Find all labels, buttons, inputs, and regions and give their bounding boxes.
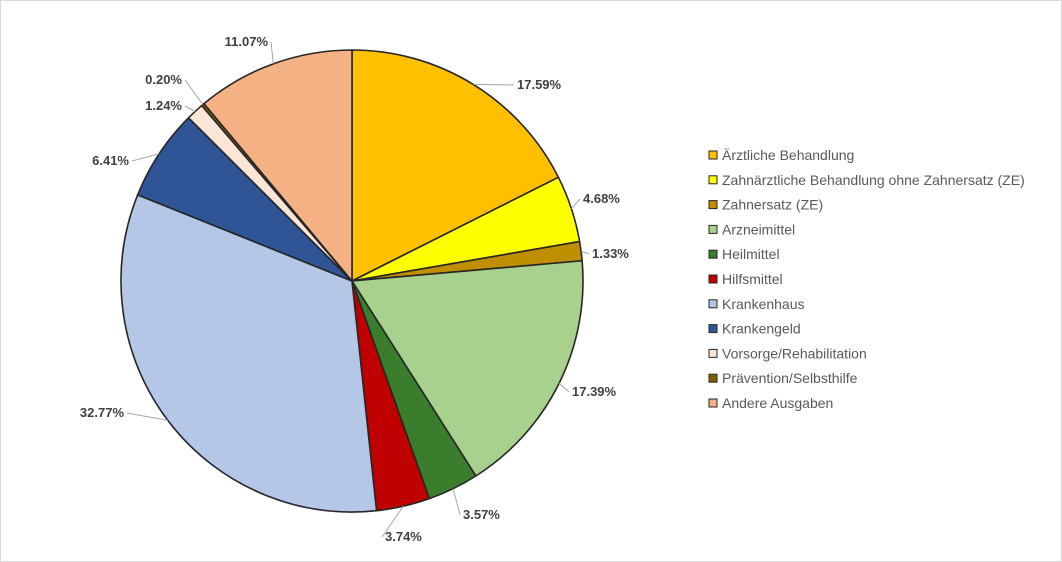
data-label: 32.77% [80, 405, 125, 420]
legend-label: Krankengeld [722, 321, 801, 337]
pie-slices [120, 49, 584, 513]
leader-line [131, 153, 160, 162]
data-labels: 17.59% 4.68% 1.33% 17.39% 3.57% 3.74% 32.77% 6.… [80, 34, 629, 544]
legend-swatch [708, 274, 718, 284]
legend-swatch [708, 249, 718, 259]
pie-slice [351, 49, 560, 282]
leader-line [558, 382, 570, 393]
legend-label: Zahnersatz (ZE) [722, 197, 823, 213]
pie-slice [203, 49, 353, 282]
data-label: 17.59% [517, 77, 562, 92]
legend-label: Zahnärztliche Behandlung ohne Zahnersatz… [722, 172, 1025, 188]
data-label: 0.20% [145, 72, 182, 87]
leader-line [184, 79, 204, 105]
leader-line [452, 488, 461, 516]
leader-line [381, 505, 404, 538]
leader-line [473, 83, 515, 86]
leader-lines [126, 41, 590, 538]
legend-swatch [708, 398, 718, 408]
legend-label: Prävention/Selbsthilfe [722, 370, 858, 386]
legend: Ärztliche Behandlung Zahnärztliche Behand… [708, 147, 1025, 411]
data-label: 3.57% [463, 507, 500, 522]
legend-label: Andere Ausgaben [722, 395, 833, 411]
legend-swatch [708, 324, 718, 334]
legend-label: Vorsorge/Rehabilitation [722, 345, 867, 361]
legend-swatch [708, 348, 718, 358]
legend-swatch [708, 175, 718, 185]
data-label: 1.33% [592, 246, 629, 261]
leader-line [184, 105, 196, 112]
legend-swatch [708, 200, 718, 210]
pie-slice [351, 259, 584, 477]
legend-label: Heilmittel [722, 246, 780, 262]
leader-line [571, 198, 581, 210]
legend-label: Ärztliche Behandlung [722, 147, 854, 163]
leader-line [126, 412, 168, 421]
leader-line [270, 41, 274, 64]
data-label: 11.07% [225, 34, 269, 49]
legend-swatch [708, 299, 718, 309]
legend-label: Krankenhaus [722, 296, 805, 312]
legend-label: Hilfsmittel [722, 271, 783, 287]
legend-label: Arzneimittel [722, 221, 795, 237]
data-label: 6.41% [92, 153, 129, 168]
legend-swatch [708, 150, 718, 160]
legend-swatch [708, 224, 718, 234]
data-label: 3.74% [385, 529, 422, 544]
data-label: 4.68% [583, 191, 620, 206]
legend-swatch [708, 373, 718, 383]
data-label: 1.24% [145, 98, 182, 113]
leader-line [580, 250, 590, 255]
data-label: 17.39% [572, 384, 617, 399]
